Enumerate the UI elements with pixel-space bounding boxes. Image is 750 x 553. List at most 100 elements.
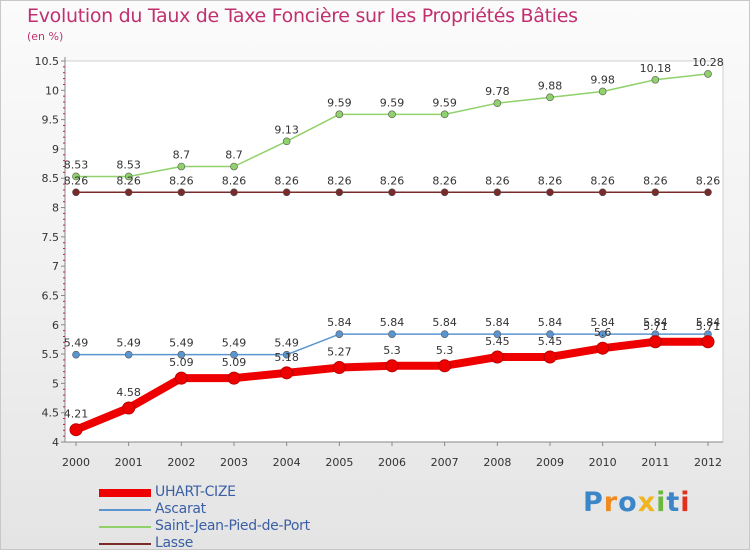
data-label-lasse: 8.26 (327, 174, 352, 187)
chart-title: Evolution du Taux de Taxe Foncière sur l… (27, 5, 578, 27)
data-label-uhart-cize: 5.27 (327, 346, 352, 359)
data-label-uhart-cize: 5.3 (436, 344, 454, 357)
data-point-saint-jean-pied-de-port (388, 110, 396, 119)
x-tick-label: 2009 (536, 456, 564, 469)
data-point-lasse (72, 188, 80, 197)
data-label-lasse: 8.26 (590, 174, 615, 187)
legend-label-uhart-cize: UHART-CIZE (155, 484, 236, 500)
y-tick-label: 5 (52, 377, 59, 390)
data-point-ascarat (493, 330, 502, 338)
data-label-lasse: 8.26 (222, 174, 247, 187)
data-point-ascarat (388, 330, 396, 338)
data-point-uhart-cize (543, 350, 557, 364)
x-tick-label: 2002 (167, 456, 195, 469)
data-label-uhart-cize: 5.45 (538, 335, 563, 348)
data-label-saint-jean-pied-de-port: 9.59 (380, 96, 405, 109)
data-label-lasse: 8.26 (696, 174, 721, 187)
data-point-lasse (440, 188, 449, 197)
data-label-saint-jean-pied-de-port: 8.53 (116, 158, 141, 171)
data-point-ascarat (598, 330, 607, 338)
data-label-saint-jean-pied-de-port: 8.53 (64, 158, 89, 171)
y-tick-label: 10 (45, 84, 59, 97)
data-label-saint-jean-pied-de-port: 9.88 (538, 79, 563, 92)
legend-swatch-uhart-cize (99, 489, 151, 497)
data-label-ascarat: 5.84 (485, 316, 510, 329)
data-point-uhart-cize (69, 423, 83, 437)
data-label-ascarat: 5.84 (696, 316, 721, 329)
data-label-uhart-cize: 5.18 (274, 351, 299, 364)
data-label-ascarat: 5.49 (64, 337, 89, 350)
x-tick-label: 2003 (220, 456, 248, 469)
data-label-saint-jean-pied-de-port: 10.18 (640, 62, 672, 75)
data-label-uhart-cize: 4.21 (64, 408, 89, 421)
data-point-lasse (177, 188, 186, 197)
data-point-uhart-cize (648, 335, 662, 349)
data-label-lasse: 8.26 (116, 174, 141, 187)
data-point-uhart-cize (438, 359, 452, 373)
y-tick-label: 6 (52, 319, 59, 332)
data-label-ascarat: 5.84 (643, 316, 668, 329)
logo-letter: x (637, 487, 657, 518)
data-point-lasse (124, 188, 133, 197)
data-label-ascarat: 5.49 (169, 337, 194, 350)
legend-swatch-saint-jean-pied-de-port (99, 526, 151, 528)
logo-letter: r (603, 487, 619, 518)
data-point-uhart-cize (227, 371, 241, 385)
y-tick-label: 9 (52, 143, 59, 156)
data-label-saint-jean-pied-de-port: 8.7 (173, 149, 191, 162)
data-label-lasse: 8.26 (643, 174, 668, 187)
logo-letter: i (656, 487, 667, 518)
data-label-ascarat: 5.49 (116, 337, 141, 350)
x-tick-label: 2001 (115, 456, 143, 469)
data-point-ascarat (335, 330, 344, 338)
y-tick-label: 9.5 (42, 114, 60, 127)
data-label-saint-jean-pied-de-port: 9.78 (485, 85, 510, 98)
x-tick-label: 2012 (694, 456, 722, 469)
y-tick-label: 8 (52, 202, 59, 215)
data-label-lasse: 8.26 (64, 174, 89, 187)
data-label-uhart-cize: 5.71 (643, 320, 668, 333)
data-point-saint-jean-pied-de-port (493, 99, 502, 108)
data-point-saint-jean-pied-de-port (440, 110, 449, 119)
data-label-lasse: 8.26 (380, 174, 405, 187)
data-label-lasse: 8.26 (485, 174, 510, 187)
data-label-ascarat: 5.84 (432, 316, 457, 329)
data-label-uhart-cize: 5.09 (222, 356, 247, 369)
data-label-ascarat: 5.84 (590, 316, 615, 329)
data-label-saint-jean-pied-de-port: 9.13 (274, 123, 299, 136)
data-point-ascarat (546, 330, 554, 338)
legend-label-ascarat: Ascarat (155, 501, 206, 517)
data-label-ascarat: 5.84 (380, 316, 405, 329)
data-label-saint-jean-pied-de-port: 10.28 (692, 56, 724, 69)
data-point-ascarat (282, 350, 291, 359)
data-point-uhart-cize (385, 359, 399, 373)
legend-label-lasse: Lasse (155, 535, 194, 551)
data-label-uhart-cize: 5.09 (169, 356, 194, 369)
legend-swatch-lasse (99, 543, 151, 545)
data-point-lasse (335, 188, 344, 197)
x-tick-label: 2010 (589, 456, 617, 469)
data-label-saint-jean-pied-de-port: 8.7 (225, 149, 243, 162)
data-point-lasse (598, 188, 607, 197)
data-point-uhart-cize (280, 366, 294, 380)
data-point-uhart-cize (174, 371, 188, 385)
data-point-saint-jean-pied-de-port (282, 137, 291, 146)
data-label-lasse: 8.26 (432, 174, 457, 187)
y-tick-label: 5.5 (42, 348, 60, 361)
y-tick-label: 10.5 (35, 55, 60, 68)
y-tick-label: 8.5 (42, 172, 60, 185)
y-tick-label: 6.5 (42, 289, 60, 302)
data-point-ascarat (230, 350, 238, 359)
data-label-uhart-cize: 5.6 (594, 326, 612, 339)
data-label-ascarat: 5.49 (274, 337, 299, 350)
x-tick-label: 2008 (483, 456, 511, 469)
data-point-saint-jean-pied-de-port (651, 75, 660, 84)
logo-letter: t (666, 487, 681, 518)
data-point-lasse (704, 188, 712, 197)
legend-label-saint-jean-pied-de-port: Saint-Jean-Pied-de-Port (155, 518, 310, 534)
data-point-saint-jean-pied-de-port (230, 162, 238, 171)
data-label-saint-jean-pied-de-port: 9.59 (432, 96, 457, 109)
data-point-lasse (282, 188, 291, 197)
